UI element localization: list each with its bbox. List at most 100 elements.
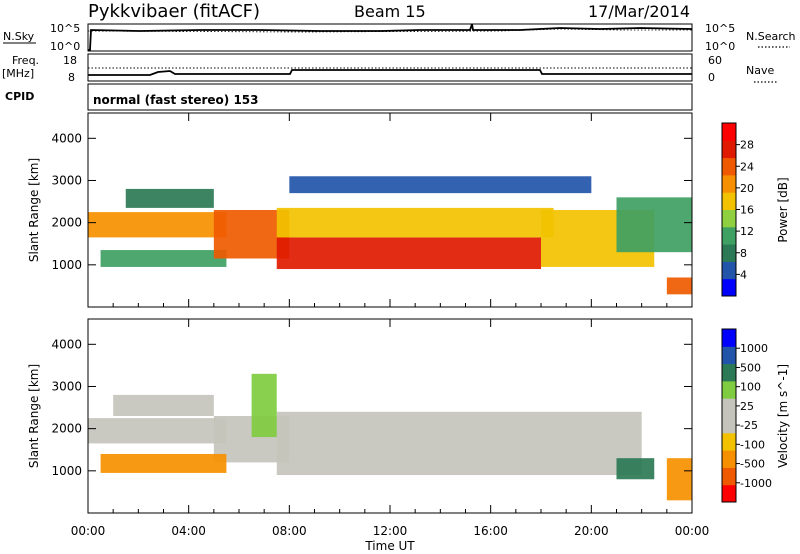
velocity-xtick-label-5: 20:00 — [574, 524, 609, 538]
freq-strip: Freq. [MHz] 18 8 60 0 Nave — [2, 53, 778, 84]
nave-label: Nave — [746, 64, 774, 77]
date-title: 17/Mar/2014 — [588, 2, 690, 21]
velocity-colorbar-tick-label-7: -1000 — [740, 477, 772, 490]
velocity-band-1 — [113, 394, 214, 416]
power-ytick-label-2: 2000 — [51, 216, 82, 230]
cpid-strip: CPID normal (fast stereo) 153 — [5, 83, 693, 111]
freq-unit: [MHz] — [2, 67, 34, 80]
velocity-band-3 — [276, 411, 642, 476]
power-band-8 — [616, 197, 692, 253]
velocity-colorbar-tick-label-1: 500 — [740, 361, 761, 374]
power-colorbar-tick-label-6: 4 — [740, 268, 747, 281]
power-colorbar-tick-label-5: 8 — [740, 247, 747, 260]
velocity-colorbar-cell-2 — [722, 450, 736, 468]
nsearch-trace — [87, 28, 692, 33]
velocity-xtick-label-4: 16:00 — [473, 524, 508, 538]
velocity-xtick-label-3: 12:00 — [373, 524, 408, 538]
power-colorbar-cell-8 — [722, 140, 736, 159]
velocity-ytick-label-3: 1000 — [51, 464, 82, 478]
power-colorbar-cell-0 — [722, 278, 736, 297]
power-ytick-label-0: 4000 — [51, 131, 82, 145]
power-band-6 — [289, 176, 592, 194]
nsky-trace — [88, 23, 693, 51]
velocity-colorbar-frame — [721, 328, 737, 503]
velocity-x-ticks: 00:00 04:00 08:00 12:00 16:00 20:00 00:00 — [71, 319, 710, 538]
velocity-colorbar-tick-label-6: -500 — [740, 458, 765, 471]
velocity-panel: 4000 3000 2000 1000 00:00 04:00 08:00 12:00 16:… — [27, 318, 710, 553]
velocity-band-7 — [666, 458, 692, 501]
velocity-colorbar-cells — [722, 329, 736, 503]
time-axis-label: Time UT — [364, 539, 415, 553]
power-colorbar-cell-9 — [722, 123, 736, 141]
station-title: Pykkvibaer (fitACF) — [88, 1, 260, 22]
velocity-xtick-label-2: 08:00 — [272, 524, 307, 538]
power-colorbar-label: Power [dB] — [776, 177, 790, 242]
nsearch-tick-top: 10^5 — [705, 22, 735, 35]
velocity-colorbar-ticks: 1000 500 100 25 -25 -100 -500 -1000 — [736, 342, 772, 490]
velocity-colorbar-tick-label-2: 100 — [740, 381, 761, 394]
power-y-ticks: 4000 3000 2000 1000 — [51, 131, 692, 272]
power-y-axis-label: Slant Range [km] — [27, 158, 41, 262]
freq-tick-top: 18 — [63, 54, 77, 67]
freq-tick-bottom: 8 — [68, 71, 75, 84]
velocity-colorbar-cell-9 — [722, 329, 736, 347]
velocity-colorbar-cell-5 — [722, 398, 736, 416]
velocity-colorbar-tick-label-4: -25 — [740, 419, 758, 432]
power-bands — [88, 176, 692, 295]
freq-label: Freq. — [12, 54, 39, 67]
cpid-label: CPID — [5, 90, 34, 103]
velocity-ytick-label-0: 4000 — [51, 337, 82, 351]
power-colorbar-cell-6 — [722, 174, 736, 193]
power-band-4 — [276, 237, 541, 270]
power-colorbar-cells — [722, 123, 736, 297]
velocity-bands — [88, 373, 692, 501]
velocity-colorbar-label: Velocity [m s^-1] — [776, 364, 790, 468]
power-band-2 — [125, 188, 214, 208]
velocity-colorbar-cell-0 — [722, 484, 736, 503]
nave-tick-bottom: 0 — [708, 71, 715, 84]
cpid-value: normal (fast stereo) 153 — [93, 93, 259, 107]
power-band-5 — [276, 207, 554, 238]
velocity-band-0 — [88, 418, 227, 444]
power-colorbar-tick-label-3: 16 — [740, 204, 754, 217]
velocity-colorbar-cell-1 — [722, 467, 736, 486]
nsearch-tick-bottom: 10^0 — [705, 40, 735, 53]
velocity-xtick-label-6: 00:00 — [675, 524, 710, 538]
power-ytick-label-1: 3000 — [51, 173, 82, 187]
nsky-strip: N.Sky 10^5 10^0 10^5 10^0 N.Search — [3, 22, 796, 53]
velocity-colorbar-tick-label-5: -100 — [740, 438, 765, 451]
velocity-colorbar-tick-label-3: 25 — [740, 400, 754, 413]
beam-title: Beam 15 — [354, 2, 426, 21]
power-colorbar-tick-label-2: 20 — [740, 182, 754, 195]
velocity-colorbar-cell-4 — [722, 415, 736, 434]
velocity-colorbar-cell-3 — [722, 432, 736, 451]
nsearch-label: N.Search — [746, 30, 796, 43]
power-colorbar-cell-7 — [722, 157, 736, 176]
velocity-ytick-label-2: 2000 — [51, 422, 82, 436]
power-colorbar-cell-2 — [722, 244, 736, 262]
velocity-band-4 — [100, 453, 227, 473]
nsky-frame — [87, 23, 693, 52]
freq-trace — [88, 69, 692, 76]
power-colorbar-tick-label-0: 28 — [740, 139, 754, 152]
velocity-band-6 — [616, 458, 655, 480]
power-band-0 — [88, 212, 227, 238]
velocity-colorbar-cell-8 — [722, 346, 736, 365]
power-x-ticks — [87, 113, 693, 307]
nsky-tick-bottom: 10^0 — [50, 40, 80, 53]
nave-tick-top: 60 — [708, 54, 722, 67]
nsky-tick-top: 10^5 — [50, 22, 80, 35]
velocity-xtick-label-0: 00:00 — [71, 524, 106, 538]
power-colorbar-cell-1 — [722, 261, 736, 280]
velocity-colorbar: 1000 500 100 25 -25 -100 -500 -1000 Velocity [m… — [721, 328, 790, 503]
velocity-colorbar-cell-6 — [722, 380, 736, 399]
power-colorbar-tick-label-4: 12 — [740, 225, 754, 238]
power-band-9 — [666, 277, 692, 295]
velocity-colorbar-tick-label-0: 1000 — [740, 342, 768, 355]
power-colorbar-tick-label-1: 24 — [740, 160, 754, 173]
power-ytick-label-3: 1000 — [51, 258, 82, 272]
power-colorbar-cell-3 — [722, 226, 736, 245]
velocity-colorbar-cell-7 — [722, 363, 736, 382]
velocity-xtick-label-1: 04:00 — [171, 524, 206, 538]
power-colorbar-ticks: 28 24 20 16 12 8 4 — [736, 139, 754, 281]
